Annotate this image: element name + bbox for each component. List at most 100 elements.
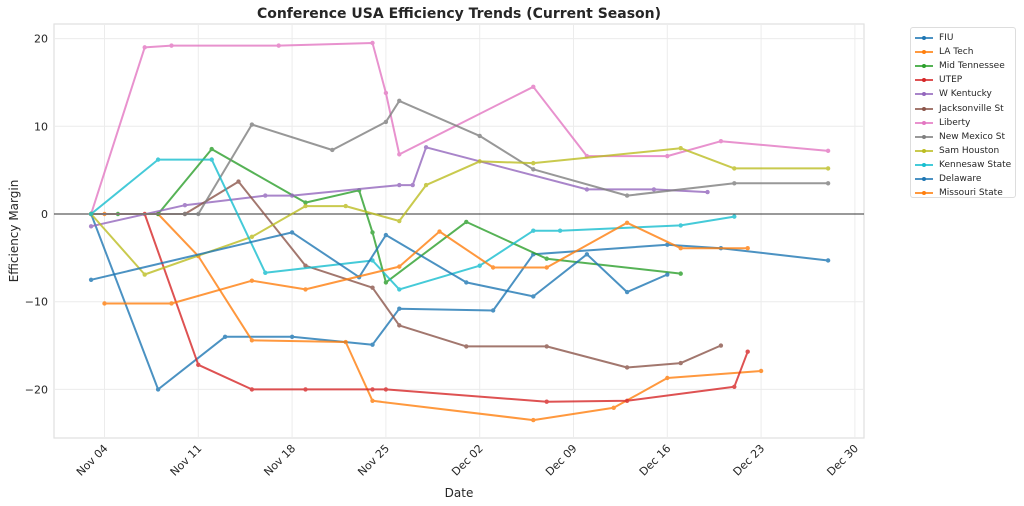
data-point-kennesaw-state — [155, 157, 161, 162]
data-point-mid-tennessee — [383, 280, 389, 285]
data-point-sam-houston — [732, 166, 737, 171]
legend-label: LA Tech — [939, 47, 974, 58]
data-point-liberty — [531, 84, 536, 90]
data-point-delaware — [289, 230, 295, 235]
series-utep — [88, 211, 750, 404]
x-tick-label: Dec 02 — [449, 442, 486, 479]
data-point-new-mexico-st — [182, 211, 188, 217]
data-point-jacksonville-st — [544, 344, 549, 349]
data-point-missouri-state — [678, 246, 683, 251]
data-point-liberty — [718, 139, 724, 144]
data-point-missouri-state — [490, 265, 496, 270]
series-lines — [88, 40, 831, 423]
data-point-fiu — [155, 387, 161, 392]
series-delaware — [88, 230, 670, 299]
data-point-jacksonville-st — [236, 179, 241, 184]
data-point-w-kentucky — [289, 193, 295, 198]
data-point-w-kentucky — [705, 189, 710, 195]
data-point-kennesaw-state — [557, 228, 563, 233]
legend-label: Liberty — [939, 117, 971, 128]
legend-label: Sam Houston — [939, 145, 1000, 156]
data-point-missouri-state — [745, 246, 750, 251]
data-point-w-kentucky — [263, 193, 268, 198]
data-point-kennesaw-state — [531, 228, 536, 233]
data-point-sam-houston — [531, 160, 536, 166]
data-point-la-tech — [531, 417, 536, 423]
data-point-utep — [544, 399, 549, 404]
data-point-missouri-state — [624, 220, 630, 225]
data-point-la-tech — [665, 375, 670, 381]
legend-label: New Mexico St — [939, 131, 1006, 142]
data-point-sam-houston — [303, 203, 308, 209]
data-point-liberty — [397, 152, 402, 157]
legend-swatch — [915, 146, 933, 156]
data-point-sam-houston — [678, 146, 683, 151]
x-tick-label: Nov 25 — [355, 442, 392, 479]
data-point-w-kentucky — [423, 145, 429, 150]
data-point-new-mexico-st — [531, 167, 536, 172]
data-point-w-kentucky — [88, 224, 94, 229]
data-point-liberty — [383, 90, 389, 96]
data-point-missouri-state — [303, 287, 308, 292]
data-point-utep — [370, 387, 375, 392]
data-point-liberty — [142, 45, 147, 50]
data-point-w-kentucky — [397, 182, 402, 188]
data-point-la-tech — [370, 398, 375, 404]
legend-item-fiu: FIU — [915, 31, 1015, 45]
data-point-new-mexico-st — [383, 119, 389, 125]
legend-swatch — [915, 160, 933, 170]
data-point-liberty — [370, 40, 375, 46]
data-point-utep — [303, 387, 308, 392]
y-tick-label: 0 — [41, 208, 48, 221]
data-point-kennesaw-state — [263, 270, 268, 275]
data-point-utep — [196, 362, 201, 368]
legend-item-sam-houston: Sam Houston — [915, 144, 1015, 158]
series-line-new-mexico-st — [91, 99, 829, 215]
legend-swatch — [915, 132, 933, 142]
data-point-delaware — [665, 272, 670, 277]
data-point-new-mexico-st — [397, 98, 402, 104]
data-point-mid-tennessee — [678, 271, 683, 276]
legend-item-missouri-state: Missouri State — [915, 186, 1015, 200]
data-point-fiu — [490, 308, 496, 313]
legend-swatch — [915, 61, 933, 71]
legend-label: FIU — [939, 33, 954, 44]
data-point-w-kentucky — [651, 187, 657, 192]
legend-label: Mid Tennessee — [939, 61, 1005, 72]
legend-item-utep: UTEP — [915, 73, 1015, 87]
data-point-missouri-state — [169, 301, 174, 306]
data-point-mid-tennessee — [303, 200, 308, 205]
legend-item-liberty: Liberty — [915, 116, 1015, 130]
data-point-w-kentucky — [584, 187, 590, 192]
legend-label: UTEP — [939, 75, 963, 86]
data-point-jacksonville-st — [397, 323, 402, 328]
data-point-la-tech — [611, 405, 616, 411]
data-point-delaware — [88, 277, 94, 282]
legend-swatch — [915, 104, 933, 114]
data-point-new-mexico-st — [196, 211, 201, 217]
data-point-sam-houston — [423, 182, 429, 188]
data-point-mid-tennessee — [209, 146, 214, 152]
x-tick-label: Dec 09 — [543, 442, 580, 479]
legend-item-kennesaw-state: Kennesaw State — [915, 158, 1015, 172]
legend-item-jacksonville-st: Jacksonville St — [915, 101, 1015, 115]
data-point-kennesaw-state — [88, 211, 94, 217]
data-point-sam-houston — [397, 218, 402, 224]
series-sam-houston — [88, 146, 831, 277]
data-point-w-kentucky — [410, 182, 415, 188]
data-point-sam-houston — [343, 203, 348, 209]
data-point-missouri-state — [102, 301, 107, 306]
data-point-kennesaw-state — [732, 214, 737, 219]
legend-swatch — [915, 174, 933, 184]
data-point-sam-houston — [477, 159, 482, 164]
data-point-fiu — [222, 334, 228, 339]
data-point-la-tech — [758, 368, 764, 374]
data-point-utep — [732, 384, 737, 389]
legend-swatch — [915, 188, 933, 198]
data-point-jacksonville-st — [370, 285, 375, 290]
x-tick-label: Dec 23 — [731, 442, 768, 479]
data-point-liberty — [169, 43, 174, 48]
data-point-fiu — [397, 306, 402, 311]
series-w-kentucky — [88, 145, 710, 229]
